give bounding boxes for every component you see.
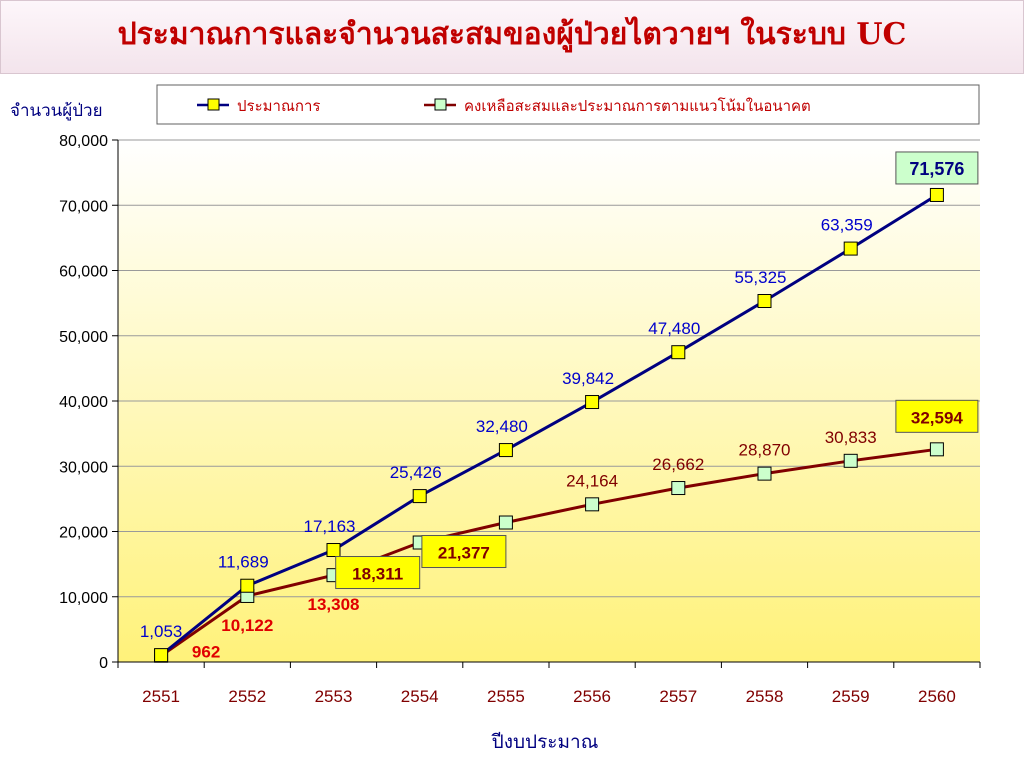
y-tick-label: 0 — [99, 655, 108, 672]
data-label: 28,870 — [739, 441, 791, 460]
data-label: 962 — [192, 643, 220, 662]
data-point — [412, 489, 427, 504]
x-tick-label: 2555 — [487, 687, 525, 706]
data-point — [843, 453, 858, 468]
callout-box — [895, 151, 979, 185]
data-label: 24,164 — [566, 471, 618, 490]
callout-box — [895, 399, 979, 433]
x-tick-label: 2553 — [315, 687, 353, 706]
data-label: 1,053 — [140, 622, 183, 641]
legend — [156, 84, 980, 125]
x-tick-label: 2558 — [746, 687, 784, 706]
legend-marker — [434, 98, 447, 111]
page-title: ประมาณการและจำนวนสะสมของผู้ป่วยไตวายฯ ใน… — [117, 17, 907, 52]
data-label: 25,426 — [390, 463, 442, 482]
data-label: 11,689 — [218, 553, 269, 572]
x-tick-label: 2557 — [659, 687, 697, 706]
title-bar: ประมาณการและจำนวนสะสมของผู้ป่วยไตวายฯ ใน… — [0, 0, 1024, 74]
x-tick-label: 2559 — [832, 687, 870, 706]
data-point — [585, 497, 600, 512]
data-label: 13,308 — [308, 595, 360, 614]
data-point — [498, 443, 513, 458]
series-line — [160, 193, 938, 657]
data-point — [671, 481, 686, 496]
x-tick-label: 2554 — [401, 687, 439, 706]
data-point — [326, 543, 341, 558]
legend-label: ประมาณการ — [237, 97, 320, 115]
data-point — [585, 395, 600, 410]
series-line — [160, 447, 938, 657]
data-point — [240, 578, 255, 593]
data-point — [843, 241, 858, 256]
callout-box — [421, 535, 507, 569]
data-point — [757, 294, 772, 309]
data-label: 55,325 — [735, 268, 787, 287]
line-chart: 0 10,000 20,000 30,000 40,000 50,000 60,000 70,… — [10, 84, 981, 753]
data-label: 39,842 — [562, 369, 614, 388]
data-label: 17,163 — [304, 517, 356, 536]
data-label: 47,480 — [648, 319, 700, 338]
data-label: 63,359 — [821, 216, 873, 235]
data-point — [757, 466, 772, 481]
y-tick-label: 50,000 — [59, 329, 108, 346]
y-tick-label: 10,000 — [59, 590, 108, 607]
data-label: 32,594 — [911, 408, 964, 427]
y-tick-label: 40,000 — [59, 394, 108, 411]
legend-marker — [207, 98, 220, 111]
data-point — [929, 187, 944, 202]
data-label: 10,122 — [221, 616, 273, 635]
data-point — [154, 648, 169, 663]
data-point — [498, 515, 513, 530]
x-tick-label: 2552 — [228, 687, 266, 706]
y-tick-label: 60,000 — [59, 264, 108, 281]
data-point — [929, 442, 944, 457]
x-axis-title: ปีงบประมาณ — [491, 731, 598, 753]
data-label: 21,377 — [438, 544, 490, 563]
x-tick-label: 2551 — [142, 687, 180, 706]
data-label: 71,576 — [909, 159, 964, 179]
y-tick-label: 30,000 — [59, 459, 108, 476]
legend-label: คงเหลือสะสมและประมาณการตามแนวโน้มในอนาคต — [464, 97, 811, 115]
y-tick-label: 80,000 — [59, 133, 108, 150]
y-tick-label: 20,000 — [59, 525, 108, 542]
data-label: 26,662 — [652, 455, 704, 474]
data-label: 30,833 — [825, 428, 877, 447]
y-tick-label: 70,000 — [59, 198, 108, 215]
y-axis-title: จำนวนผู้ป่วย — [10, 101, 103, 121]
data-point — [671, 345, 686, 360]
data-label: 32,480 — [476, 417, 528, 436]
x-tick-label: 2556 — [573, 687, 611, 706]
data-label: 18,311 — [352, 565, 403, 584]
callout-box — [335, 556, 421, 590]
x-tick-label: 2560 — [918, 687, 956, 706]
